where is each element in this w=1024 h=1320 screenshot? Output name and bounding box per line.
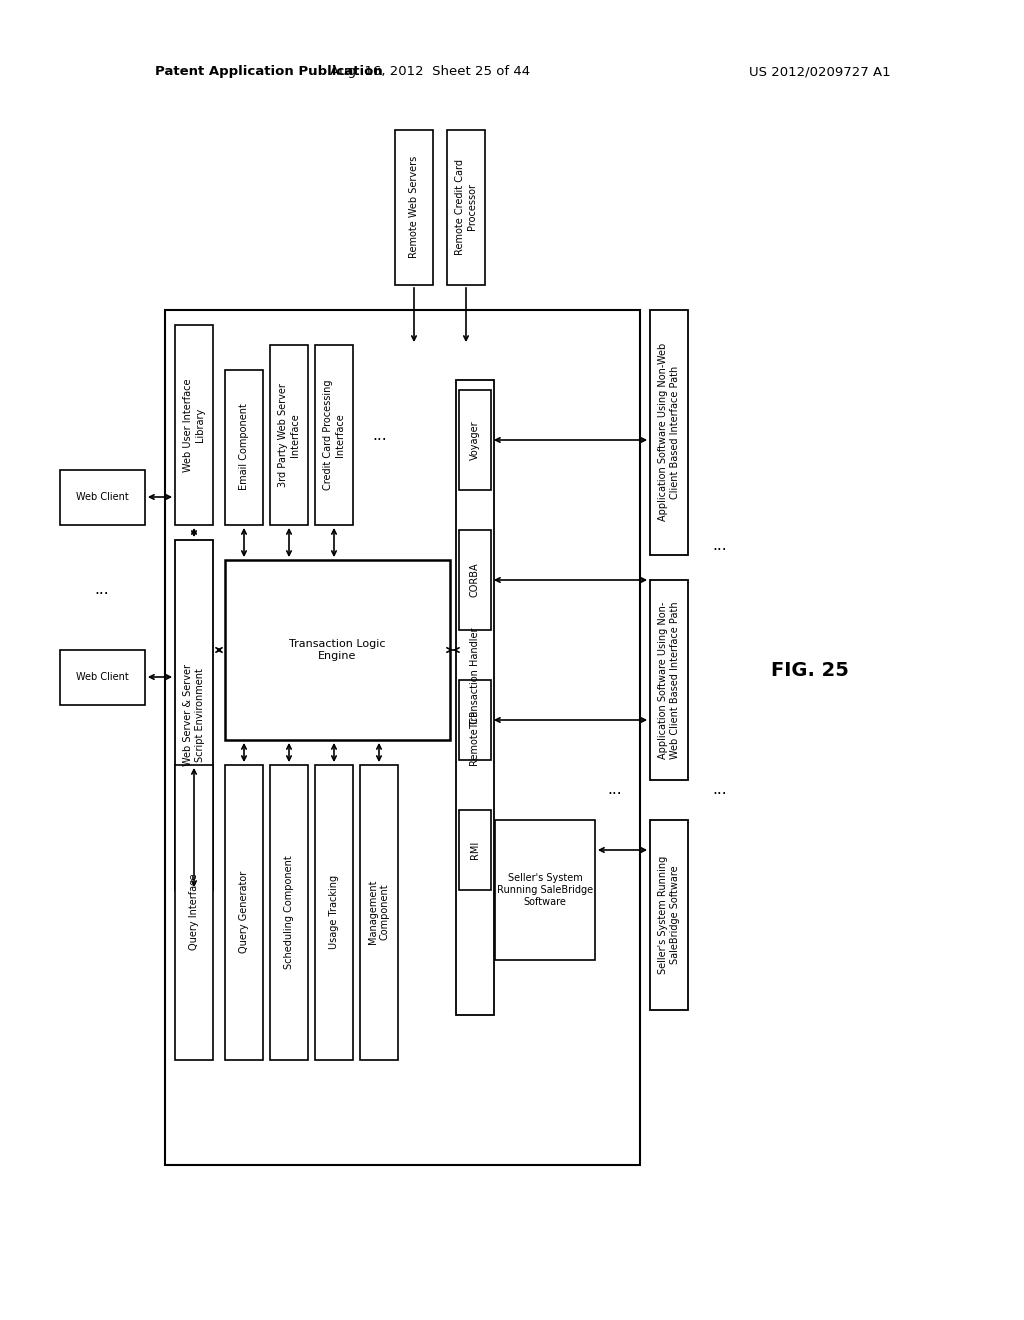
Bar — [225, 560, 450, 741]
Bar — [165, 310, 640, 1166]
Text: Application Software Using Non-Web
Client Based Interface Path: Application Software Using Non-Web Clien… — [658, 343, 680, 521]
Text: FIG. 25: FIG. 25 — [771, 660, 849, 680]
Bar — [175, 540, 213, 890]
Text: Management
Component: Management Component — [369, 879, 390, 944]
Text: Email Component: Email Component — [239, 404, 249, 491]
Text: Remote Transaction Handler: Remote Transaction Handler — [470, 628, 480, 766]
Text: Credit Card Processing
Interface: Credit Card Processing Interface — [324, 380, 345, 490]
Text: Web Client: Web Client — [76, 492, 128, 502]
Text: ...: ... — [607, 783, 623, 797]
Text: Transaction Logic
Engine: Transaction Logic Engine — [289, 639, 385, 661]
Text: Web User Interface
Library: Web User Interface Library — [183, 379, 205, 471]
Text: Scheduling Component: Scheduling Component — [284, 855, 294, 969]
Text: Seller's System
Running SaleBridge
Software: Seller's System Running SaleBridge Softw… — [497, 874, 593, 907]
Text: Voyager: Voyager — [470, 420, 480, 459]
Bar — [650, 579, 688, 780]
Bar — [360, 766, 398, 1060]
Bar — [459, 389, 490, 490]
Bar — [175, 325, 213, 525]
Bar — [270, 766, 308, 1060]
Text: Application Software Using Non-
Web Client Based Interface Path: Application Software Using Non- Web Clie… — [658, 601, 680, 759]
Text: 3rd Party Web Server
Interface: 3rd Party Web Server Interface — [279, 383, 300, 487]
Text: Query Generator: Query Generator — [239, 871, 249, 953]
Text: ...: ... — [94, 582, 110, 598]
Text: Aug. 16, 2012  Sheet 25 of 44: Aug. 16, 2012 Sheet 25 of 44 — [330, 66, 530, 78]
Bar — [60, 470, 145, 525]
Text: Patent Application Publication: Patent Application Publication — [155, 66, 383, 78]
Bar — [650, 820, 688, 1010]
Bar — [459, 810, 490, 890]
Text: ...: ... — [713, 537, 727, 553]
Text: Web Client: Web Client — [76, 672, 128, 682]
Bar — [456, 380, 494, 1015]
Text: Web Server & Server
Script Environment: Web Server & Server Script Environment — [183, 664, 205, 766]
Text: ...: ... — [713, 783, 727, 797]
Text: Usage Tracking: Usage Tracking — [329, 875, 339, 949]
Text: Query Interface: Query Interface — [189, 874, 199, 950]
Text: ...: ... — [373, 428, 387, 442]
Text: Remote Credit Card
Processor: Remote Credit Card Processor — [456, 158, 477, 255]
Text: CORBA: CORBA — [470, 562, 480, 598]
Bar — [315, 766, 353, 1060]
Bar — [175, 766, 213, 1060]
Bar — [495, 820, 595, 960]
Text: TCP: TCP — [470, 711, 480, 729]
Bar — [650, 310, 688, 554]
Bar — [225, 370, 263, 525]
Text: RMI: RMI — [470, 841, 480, 859]
Text: Remote Web Servers: Remote Web Servers — [409, 156, 419, 259]
Text: Seller's System Running
SaleBridge Software: Seller's System Running SaleBridge Softw… — [658, 855, 680, 974]
Bar — [225, 766, 263, 1060]
Bar — [270, 345, 308, 525]
Bar — [459, 531, 490, 630]
Bar — [395, 129, 433, 285]
Text: US 2012/0209727 A1: US 2012/0209727 A1 — [750, 66, 891, 78]
Bar — [459, 680, 490, 760]
Bar — [60, 649, 145, 705]
Bar — [315, 345, 353, 525]
Bar — [447, 129, 485, 285]
